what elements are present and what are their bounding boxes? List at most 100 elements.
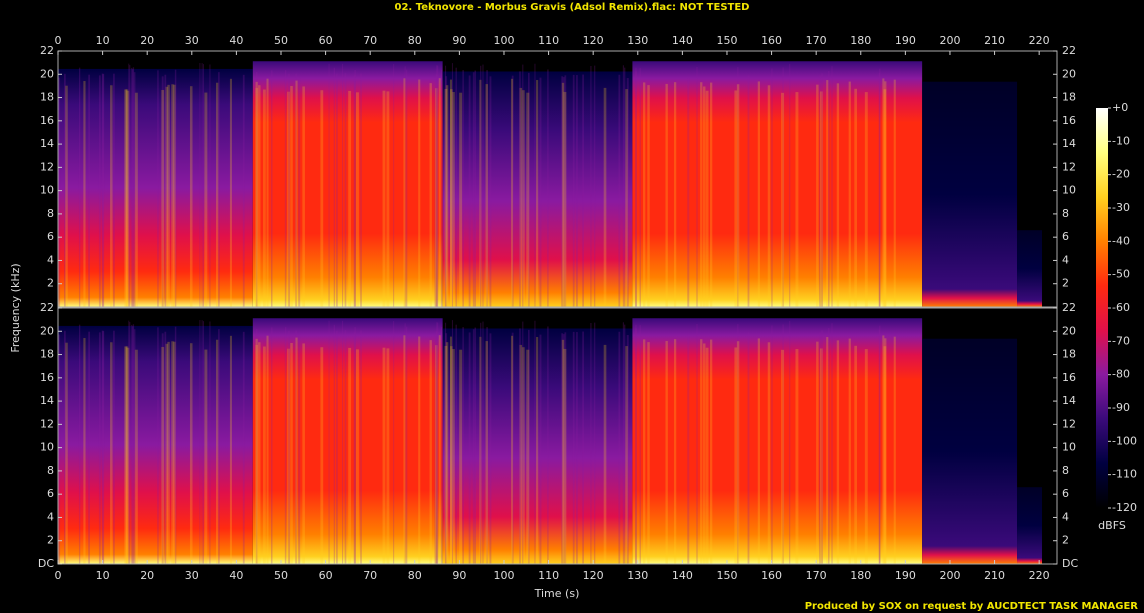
transient bbox=[819, 348, 823, 564]
y-tick-label: 8 bbox=[1062, 464, 1069, 477]
transient bbox=[167, 84, 170, 307]
y-tick-label: 22 bbox=[1062, 301, 1076, 314]
transient bbox=[626, 77, 629, 307]
transient bbox=[445, 85, 449, 307]
colorbar-tick-label: -80 bbox=[1112, 368, 1130, 381]
transient bbox=[218, 72, 220, 308]
transient bbox=[298, 334, 301, 564]
transient bbox=[511, 75, 514, 308]
x-tick-label: 160 bbox=[761, 34, 782, 47]
colorbar-tick-label: -110 bbox=[1112, 468, 1137, 481]
y-tick-label: 16 bbox=[40, 371, 54, 384]
transient bbox=[201, 320, 203, 564]
transient bbox=[480, 65, 482, 307]
transient bbox=[157, 70, 159, 308]
transient bbox=[344, 330, 347, 564]
x-tick-label: 50 bbox=[274, 34, 288, 47]
x-tick-label: 90 bbox=[452, 569, 466, 582]
transient bbox=[88, 331, 90, 564]
x-tick-label: 170 bbox=[806, 569, 827, 582]
transient bbox=[125, 89, 129, 308]
transient bbox=[444, 65, 447, 308]
transient bbox=[133, 329, 136, 564]
y-tick-label: 18 bbox=[40, 348, 54, 361]
footer: Produced by SOX on request by AUCDTECT T… bbox=[805, 601, 1139, 612]
transient bbox=[242, 74, 245, 308]
transient bbox=[527, 72, 530, 307]
transient bbox=[781, 92, 785, 307]
transient bbox=[445, 333, 448, 564]
transient bbox=[435, 74, 438, 307]
transient bbox=[482, 64, 484, 307]
x-tick-label: 130 bbox=[627, 34, 648, 47]
transient bbox=[83, 338, 86, 564]
transient bbox=[284, 70, 287, 307]
y-tick-label: 14 bbox=[1062, 137, 1076, 150]
transient bbox=[489, 333, 492, 564]
plot-frame bbox=[57, 307, 1058, 565]
transient bbox=[819, 75, 821, 307]
transient bbox=[131, 324, 133, 564]
transient bbox=[700, 339, 703, 564]
transient bbox=[393, 63, 395, 308]
transient bbox=[435, 345, 438, 564]
transient bbox=[344, 73, 347, 307]
colorbar-tick-label: -40 bbox=[1112, 234, 1130, 247]
transient bbox=[883, 346, 887, 564]
transient bbox=[734, 347, 738, 564]
y-tick-label: 12 bbox=[40, 160, 54, 173]
x-tick-label: 130 bbox=[627, 569, 648, 582]
y-tick-label: 20 bbox=[1062, 67, 1076, 80]
transient bbox=[355, 349, 359, 564]
transient bbox=[696, 66, 698, 307]
transient bbox=[828, 70, 830, 308]
transient bbox=[328, 63, 330, 307]
transient bbox=[440, 69, 443, 307]
transient bbox=[625, 346, 629, 564]
x-tick-label: 110 bbox=[538, 34, 559, 47]
colorbar bbox=[1096, 108, 1108, 508]
transient bbox=[884, 81, 887, 307]
transient bbox=[271, 327, 273, 564]
transient bbox=[295, 330, 297, 564]
transient bbox=[405, 69, 408, 308]
transient bbox=[263, 89, 266, 307]
y-tick-label: 12 bbox=[40, 417, 54, 430]
y-tick-label: 4 bbox=[1062, 510, 1069, 523]
transient bbox=[449, 346, 453, 564]
transient bbox=[848, 81, 851, 307]
y-tick-label: 12 bbox=[1062, 160, 1076, 173]
y-tick-label: 18 bbox=[1062, 91, 1076, 104]
transient bbox=[639, 68, 641, 307]
y-tick-label: 2 bbox=[47, 534, 54, 547]
colorbar-tick-label: -50 bbox=[1112, 268, 1130, 281]
transient bbox=[564, 75, 567, 308]
x-tick-label: 90 bbox=[452, 34, 466, 47]
spectrum-band bbox=[58, 325, 253, 564]
transient bbox=[438, 335, 441, 564]
transient bbox=[435, 88, 438, 307]
x-tick-label: 0 bbox=[55, 34, 62, 47]
spectrum-band bbox=[632, 318, 923, 564]
transient bbox=[781, 349, 785, 564]
transient bbox=[618, 331, 621, 564]
transient bbox=[736, 84, 740, 307]
transient bbox=[333, 67, 336, 307]
transient bbox=[405, 326, 408, 564]
x-axis-label: Time (s) bbox=[534, 587, 580, 600]
colorbar-tick-label: +0 bbox=[1112, 101, 1128, 114]
transient bbox=[64, 73, 66, 307]
transient bbox=[229, 78, 232, 307]
transient bbox=[434, 77, 437, 308]
x-tick-label: 220 bbox=[1029, 34, 1050, 47]
transient bbox=[562, 77, 565, 307]
spectrum-band bbox=[922, 338, 1018, 564]
colorbar-tick-label: -20 bbox=[1112, 168, 1130, 181]
transient bbox=[511, 78, 514, 308]
transient bbox=[879, 325, 881, 564]
transient bbox=[204, 349, 208, 564]
transient bbox=[328, 320, 330, 564]
y-tick-label: 10 bbox=[40, 441, 54, 454]
transient bbox=[403, 335, 406, 564]
transient bbox=[88, 74, 90, 308]
